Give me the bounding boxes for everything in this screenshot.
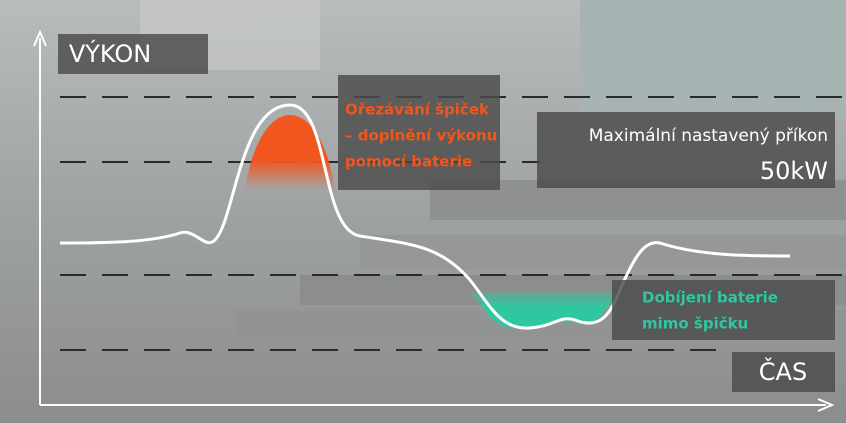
annotation: pomocí baterie: [345, 153, 472, 171]
x-axis-label: ČAS: [759, 356, 807, 386]
annotation: mimo špičku: [642, 315, 748, 333]
max-power-value: 50kW: [760, 157, 828, 185]
y-axis-label: VÝKON: [69, 39, 151, 68]
annotation: Ořezávání špiček: [345, 101, 490, 119]
max-power-label: Maximální nastavený příkon: [589, 126, 828, 146]
annotation: – doplnění výkonu: [345, 127, 497, 145]
annotation: Dobíjení baterie: [642, 289, 778, 307]
diagram: VÝKON Ořezávání špiček – doplnění výkonu…: [0, 0, 846, 423]
